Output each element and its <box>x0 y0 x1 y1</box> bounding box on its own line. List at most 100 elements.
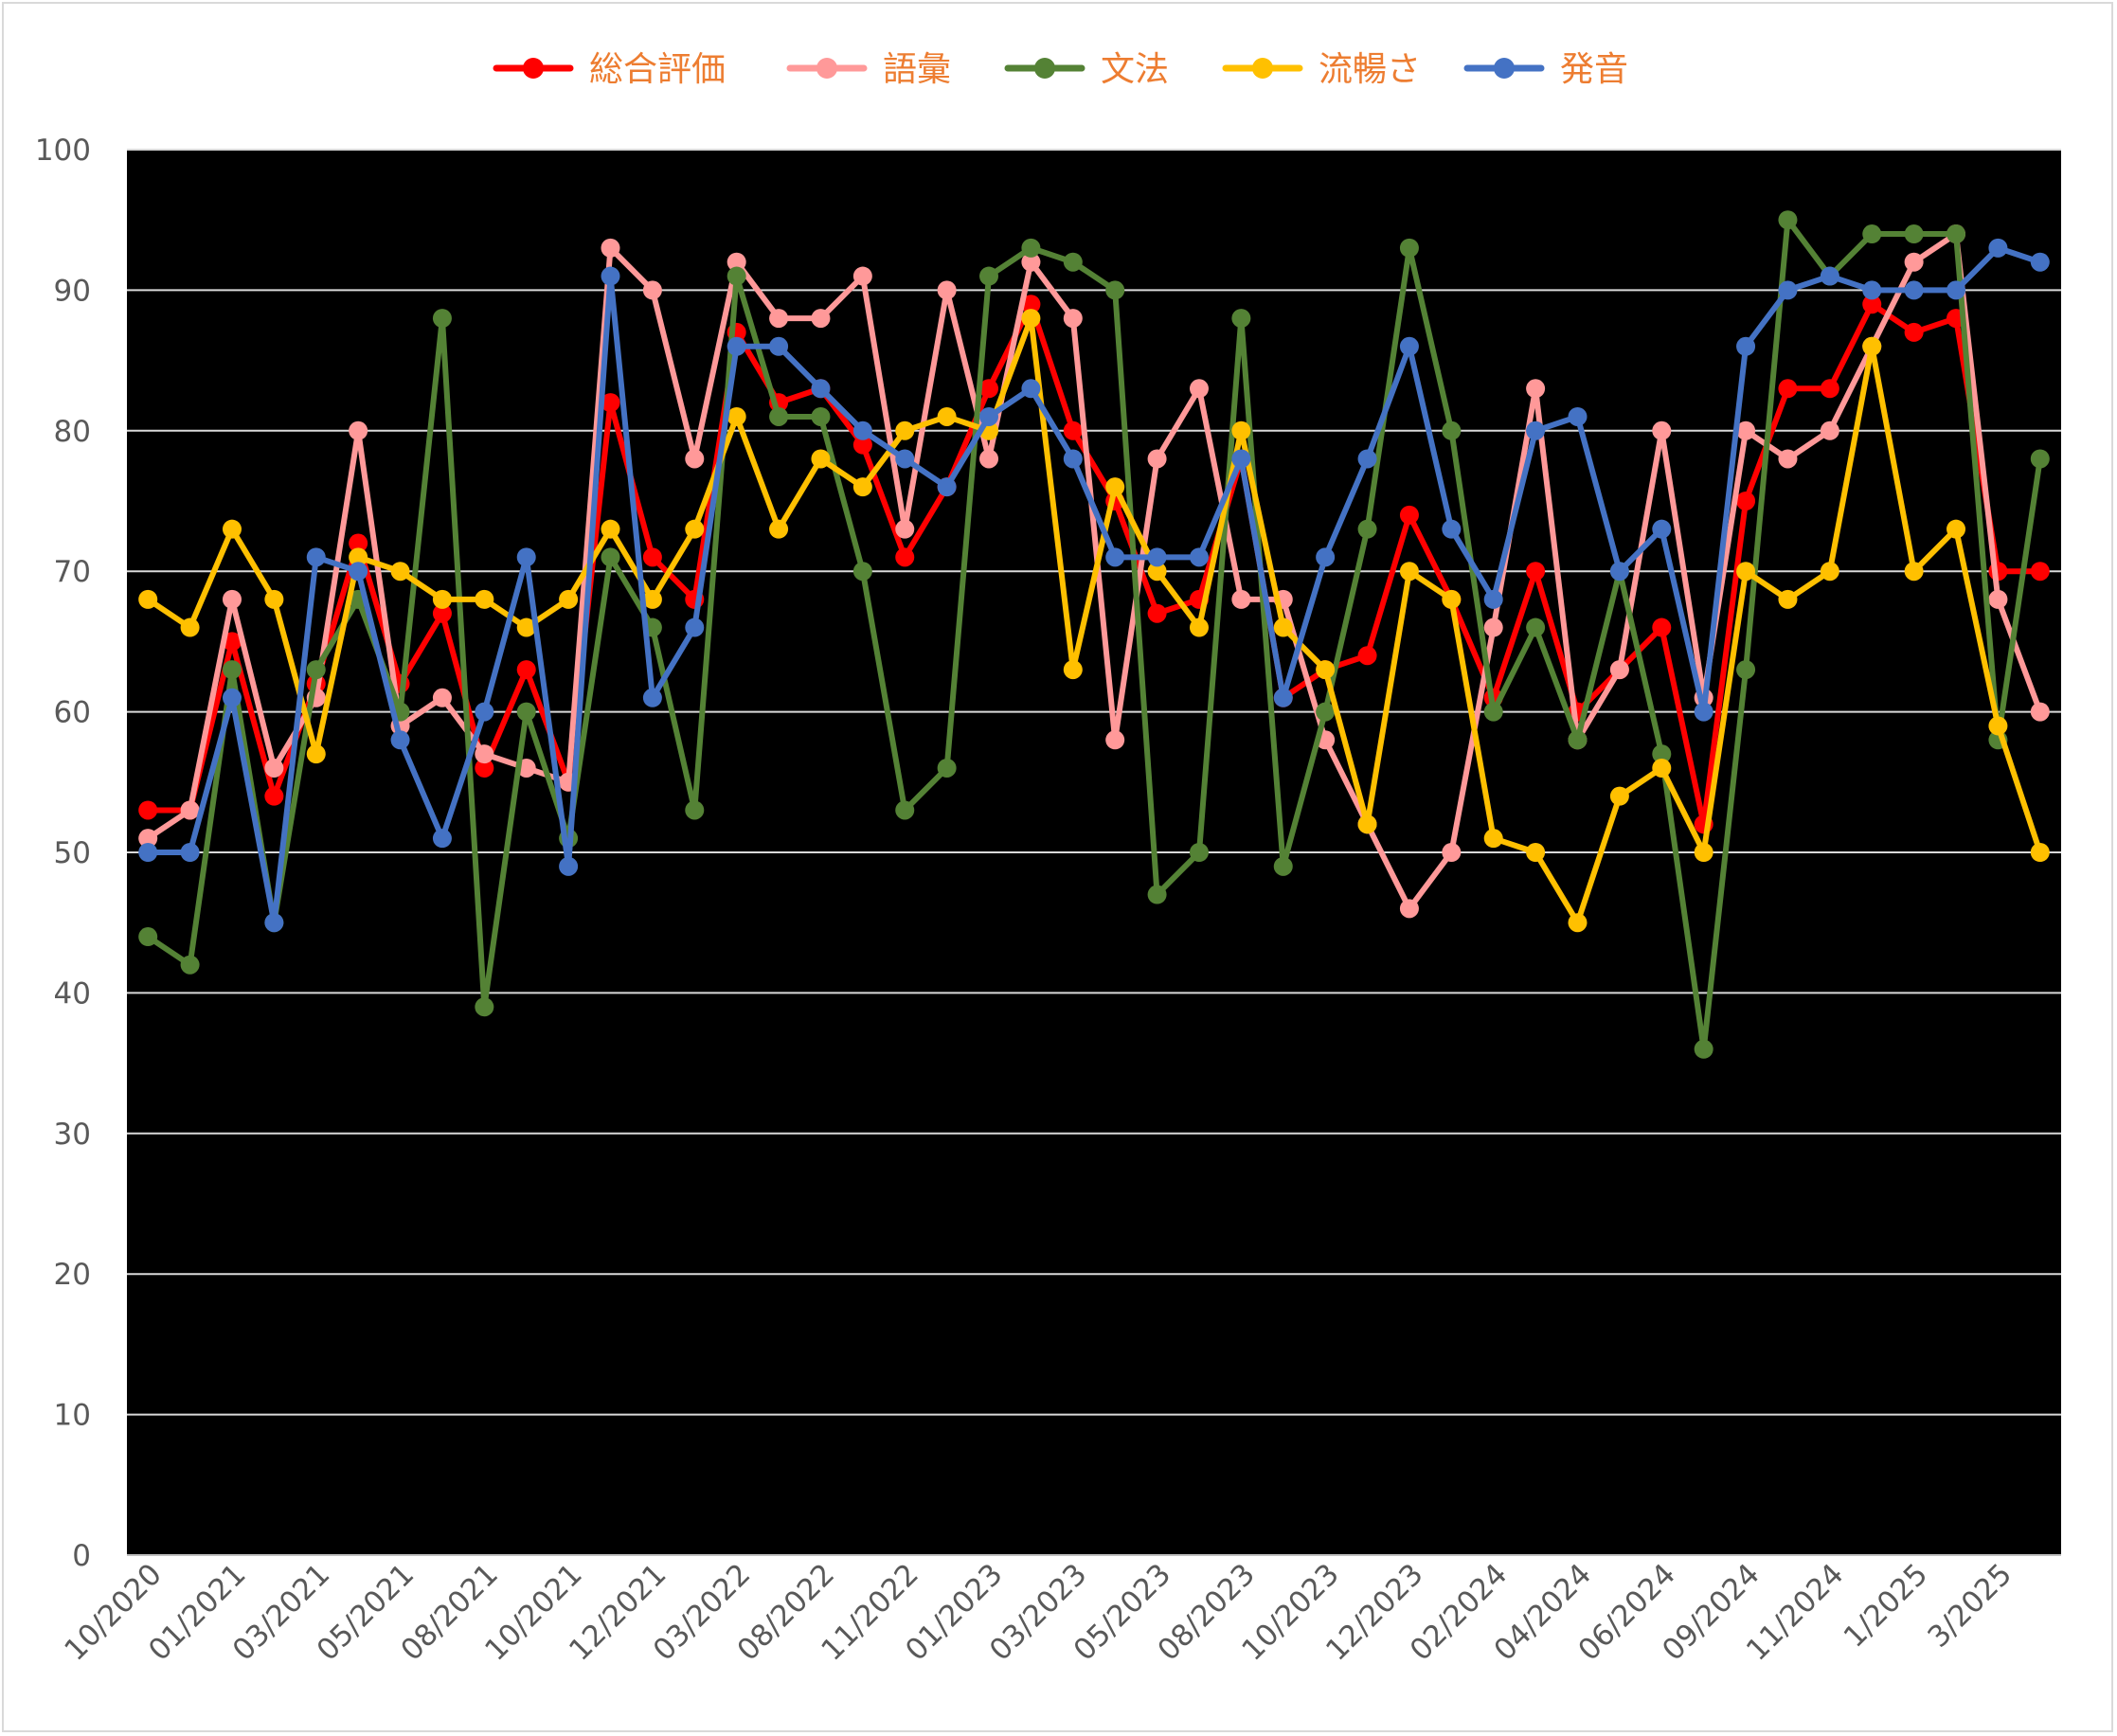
data-point <box>1273 688 1293 707</box>
data-point <box>180 800 200 820</box>
data-point <box>264 786 284 806</box>
data-point <box>138 800 158 820</box>
data-point <box>1652 519 1672 539</box>
data-point <box>769 309 789 329</box>
data-point <box>1736 492 1756 510</box>
data-point <box>432 589 452 609</box>
data-point <box>1862 280 1882 300</box>
data-point <box>979 406 999 426</box>
series-5 <box>138 238 2050 933</box>
legend-item[interactable]: 流暢さ <box>1222 50 1421 89</box>
data-point <box>1483 617 1503 637</box>
data-point <box>2030 449 2050 469</box>
data-point <box>1316 547 1336 567</box>
legend-marker <box>1252 58 1273 79</box>
data-point <box>1694 843 1713 862</box>
data-point <box>1189 379 1209 399</box>
data-point <box>1442 589 1462 609</box>
data-point <box>1820 421 1839 440</box>
data-point <box>1063 660 1083 680</box>
data-point <box>306 660 326 680</box>
data-point <box>1526 379 1546 399</box>
data-point <box>559 589 579 609</box>
legend-marker <box>816 58 837 79</box>
data-point <box>264 758 284 778</box>
data-point <box>1021 309 1041 329</box>
data-point <box>432 309 452 329</box>
data-point <box>1904 322 1924 342</box>
legend-item[interactable]: 語彙 <box>786 50 951 89</box>
legend-marker <box>1494 58 1515 79</box>
data-point <box>1736 336 1756 356</box>
data-point <box>937 477 957 497</box>
data-point <box>349 421 368 440</box>
data-point <box>979 379 999 399</box>
data-point <box>1568 913 1588 933</box>
data-point <box>1189 617 1209 637</box>
data-point <box>2030 702 2050 722</box>
data-point <box>1862 336 1882 356</box>
legend-item[interactable]: 発音 <box>1463 50 1628 89</box>
data-point <box>1778 210 1798 230</box>
y-tick-label: 20 <box>54 1258 91 1292</box>
y-tick-label: 80 <box>54 415 91 449</box>
y-tick-label: 0 <box>72 1539 91 1573</box>
data-point <box>601 393 620 413</box>
data-point <box>475 702 494 722</box>
data-point <box>475 997 494 1017</box>
data-point <box>1526 617 1546 637</box>
data-point <box>1904 562 1924 582</box>
data-point <box>1862 295 1882 314</box>
data-point <box>138 829 158 849</box>
data-point <box>180 955 200 975</box>
data-point <box>1105 477 1125 497</box>
x-tick-label: 1/2025 <box>1838 1557 1935 1655</box>
line-chart: 総合評価 語彙 文法 流暢さ 発音 0 10 20 30 40 50 60 70 80 90 100 10/… <box>35 50 2061 1668</box>
data-point <box>895 519 915 539</box>
data-point <box>1568 730 1588 750</box>
series-line <box>145 315 2043 926</box>
y-tick-label: 50 <box>54 836 91 870</box>
legend-item[interactable]: 文法 <box>1004 50 1169 89</box>
data-point <box>1231 449 1251 469</box>
legend-item[interactable]: 総合評価 <box>493 50 726 89</box>
data-point <box>1652 617 1672 637</box>
data-point <box>1399 899 1419 919</box>
data-point <box>222 589 242 609</box>
data-point <box>811 449 831 469</box>
data-point <box>390 562 410 582</box>
data-point <box>1273 856 1293 876</box>
legend-label: 流暢さ <box>1319 50 1421 89</box>
data-point <box>1399 336 1419 356</box>
data-point <box>1442 519 1462 539</box>
data-point <box>1483 702 1503 722</box>
data-point <box>852 435 872 455</box>
data-point <box>727 336 746 356</box>
data-point <box>937 406 957 426</box>
data-point <box>601 547 620 567</box>
y-tick-label: 100 <box>35 134 91 168</box>
data-point <box>979 266 999 286</box>
data-point <box>306 547 326 567</box>
y-tick-label: 70 <box>54 555 91 589</box>
data-point <box>895 449 915 469</box>
data-point <box>1399 238 1419 258</box>
x-tick-label: 3/2025 <box>1921 1557 2018 1655</box>
data-point <box>895 421 915 440</box>
data-point <box>1652 744 1672 764</box>
data-point <box>1357 646 1377 666</box>
legend-label: 文法 <box>1101 50 1169 89</box>
data-point <box>642 547 662 567</box>
data-point <box>222 660 242 680</box>
data-point <box>2030 252 2050 272</box>
data-point <box>138 843 158 862</box>
data-point <box>1147 449 1167 469</box>
data-point <box>937 758 957 778</box>
data-point <box>475 758 494 778</box>
data-point <box>516 702 536 722</box>
data-point <box>685 519 705 539</box>
data-point <box>1357 519 1377 539</box>
data-point <box>1609 562 1629 582</box>
data-point <box>516 660 536 680</box>
data-point <box>264 913 284 933</box>
